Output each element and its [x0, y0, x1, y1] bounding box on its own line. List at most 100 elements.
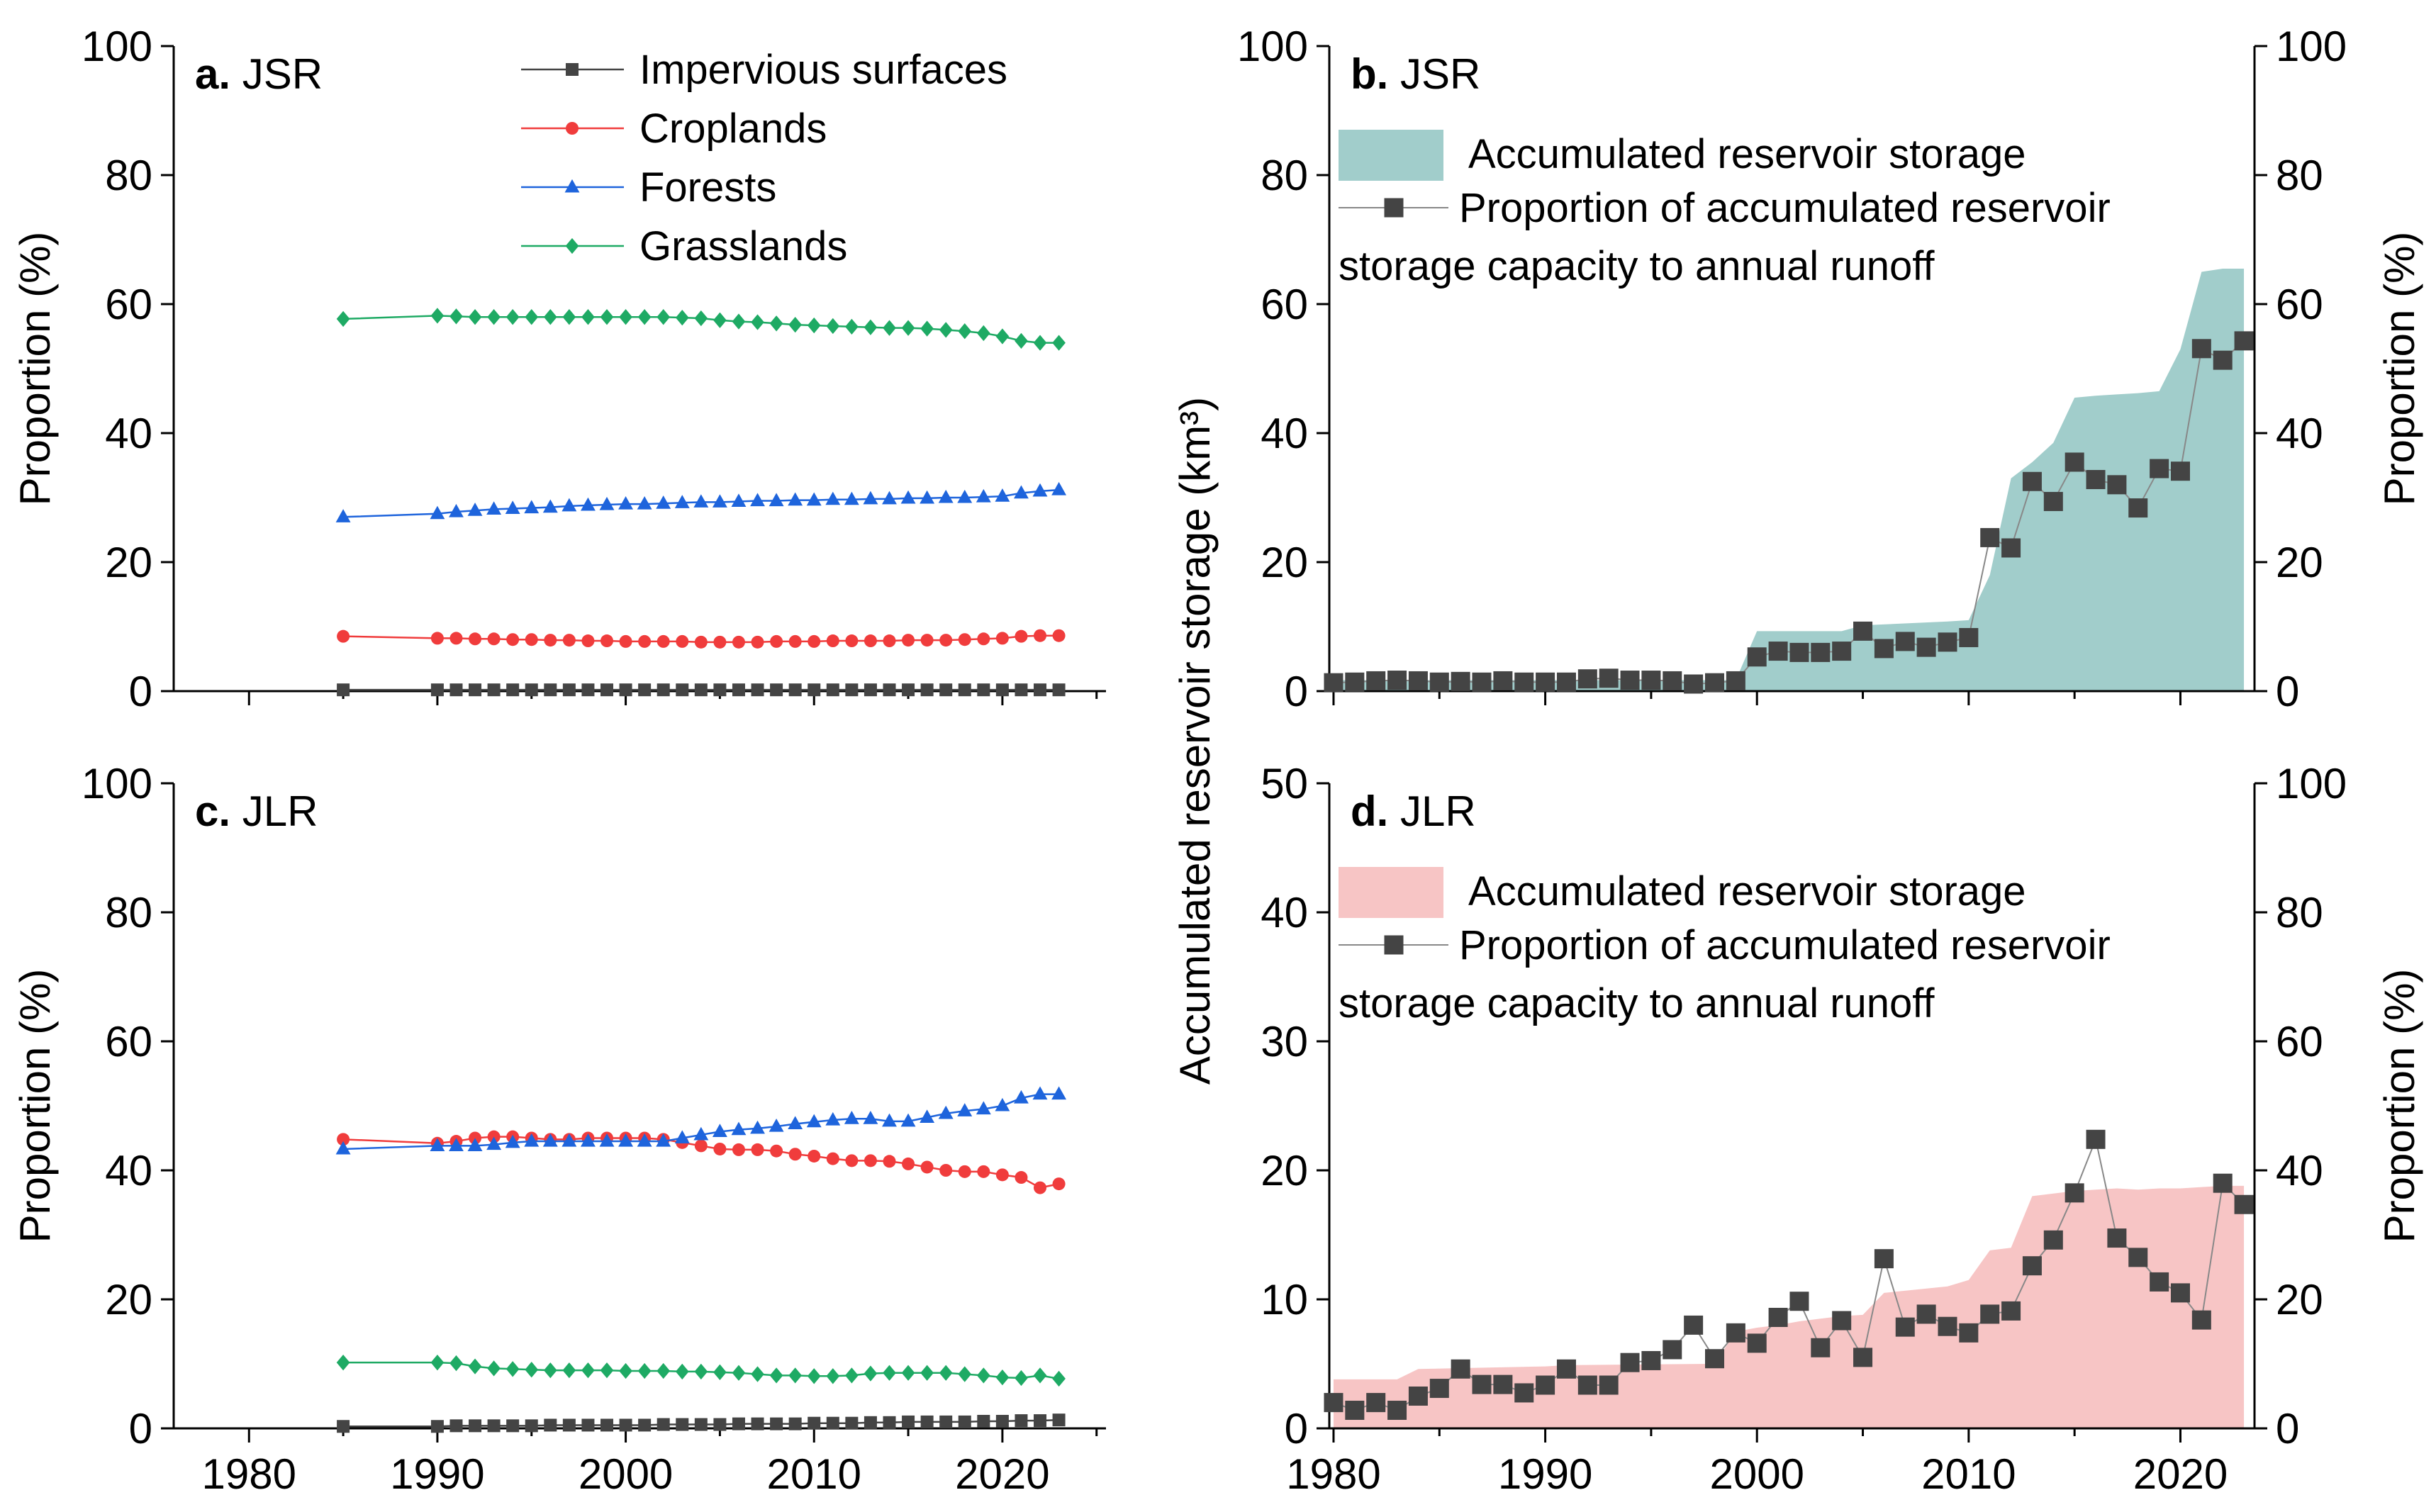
shared-y-axis-title: Accumulated reservoir storage (km³) [1171, 397, 1219, 1085]
data-point [430, 1420, 444, 1433]
panel-a: 0 20 40 60 80 100 Proportion (%) a. JSR Impervio… [11, 23, 1106, 715]
data-point [449, 1355, 463, 1372]
data-point [1789, 642, 1809, 662]
data-point [977, 632, 990, 646]
series-proportion [1324, 331, 2254, 694]
data-point [1853, 621, 1873, 641]
data-point [713, 1364, 727, 1380]
data-point [713, 635, 727, 649]
y-right-tick-label: 0 [2276, 668, 2299, 715]
y-right-tick-label: 80 [2276, 152, 2323, 199]
data-point [1345, 672, 1365, 692]
panel-name: JSR [230, 50, 323, 98]
data-point [1034, 683, 1047, 697]
data-point [694, 1139, 708, 1153]
data-point [637, 309, 652, 325]
x-tick-label: 2020 [2133, 1450, 2228, 1498]
panel-title: c. JLR [195, 788, 318, 835]
data-point [769, 493, 784, 507]
data-point [619, 683, 632, 697]
legend-label: Impervious surfaces [639, 47, 1007, 93]
data-point [825, 1111, 841, 1126]
data-point [751, 1366, 764, 1382]
data-point [562, 1418, 576, 1432]
panel-title: d. JLR [1351, 788, 1476, 835]
y-tick-label: 40 [105, 410, 152, 457]
data-point [2022, 471, 2042, 491]
data-point [958, 1366, 972, 1382]
data-point [1408, 1387, 1428, 1406]
data-point [1472, 1374, 1492, 1394]
data-point [449, 503, 464, 517]
y-axis-title: Proportion (%) [11, 969, 59, 1243]
data-point [336, 1355, 350, 1371]
data-point [2150, 1272, 2169, 1292]
data-point [770, 1417, 783, 1430]
data-point [1599, 668, 1619, 688]
data-point [1033, 335, 1047, 351]
data-point [807, 317, 821, 334]
data-point [676, 683, 689, 697]
y-right-tick-label: 20 [2276, 539, 2323, 586]
data-point [675, 1363, 689, 1380]
data-point [883, 683, 896, 697]
data-point [995, 683, 1009, 697]
data-point [1514, 672, 1534, 692]
data-point [618, 1133, 634, 1147]
data-point [808, 1416, 821, 1430]
data-point [1789, 1292, 1809, 1311]
data-point [581, 1362, 595, 1379]
data-point [939, 1415, 953, 1428]
data-point [1874, 1249, 1894, 1269]
data-point [430, 683, 444, 697]
data-point [1726, 671, 1745, 690]
y-right-tick-label: 100 [2276, 23, 2347, 70]
y-tick-label: 0 [1285, 1405, 1308, 1452]
data-point [487, 309, 501, 325]
legend-label: Proportion of accumulated reservoir [1459, 922, 2111, 968]
y-right-tick-label: 80 [2276, 889, 2323, 936]
data-point [1493, 671, 1513, 690]
data-point [1472, 672, 1492, 692]
data-point [467, 1138, 483, 1151]
data-point [449, 1419, 463, 1433]
data-point [788, 634, 802, 648]
data-point [337, 1133, 350, 1146]
data-point [2128, 1248, 2148, 1267]
data-point [505, 1361, 520, 1377]
data-point [976, 1367, 990, 1384]
data-point [883, 1416, 896, 1429]
data-point [976, 1101, 991, 1115]
y-tick-label: 20 [1261, 1147, 1308, 1194]
data-point [788, 1116, 803, 1130]
data-point [1429, 1379, 1449, 1399]
data-point [1051, 1086, 1067, 1100]
data-point [674, 495, 690, 508]
data-point [883, 320, 896, 336]
data-point [1916, 1304, 1936, 1324]
data-point [902, 683, 915, 697]
data-point [1015, 332, 1028, 349]
data-point [845, 1416, 859, 1430]
data-point [732, 313, 746, 330]
y-right-axis-title: Proportion (%) [2376, 232, 2423, 506]
data-point [337, 683, 350, 697]
data-point [1747, 647, 1767, 667]
data-point [468, 309, 482, 325]
data-point [976, 488, 991, 503]
data-point [2213, 1173, 2233, 1193]
y-tick-label: 40 [105, 1147, 152, 1194]
data-point [1663, 1340, 1682, 1360]
data-point [2170, 461, 2190, 481]
data-point [826, 1416, 839, 1430]
data-point [938, 489, 954, 503]
series-impervious-surfaces [337, 683, 1066, 697]
data-point [693, 494, 709, 508]
data-point [920, 1365, 934, 1381]
data-point [1387, 1401, 1407, 1421]
data-point [525, 633, 538, 646]
data-point [638, 634, 652, 648]
data-point [506, 683, 520, 697]
data-point [1684, 1315, 1704, 1335]
data-point [618, 495, 634, 510]
